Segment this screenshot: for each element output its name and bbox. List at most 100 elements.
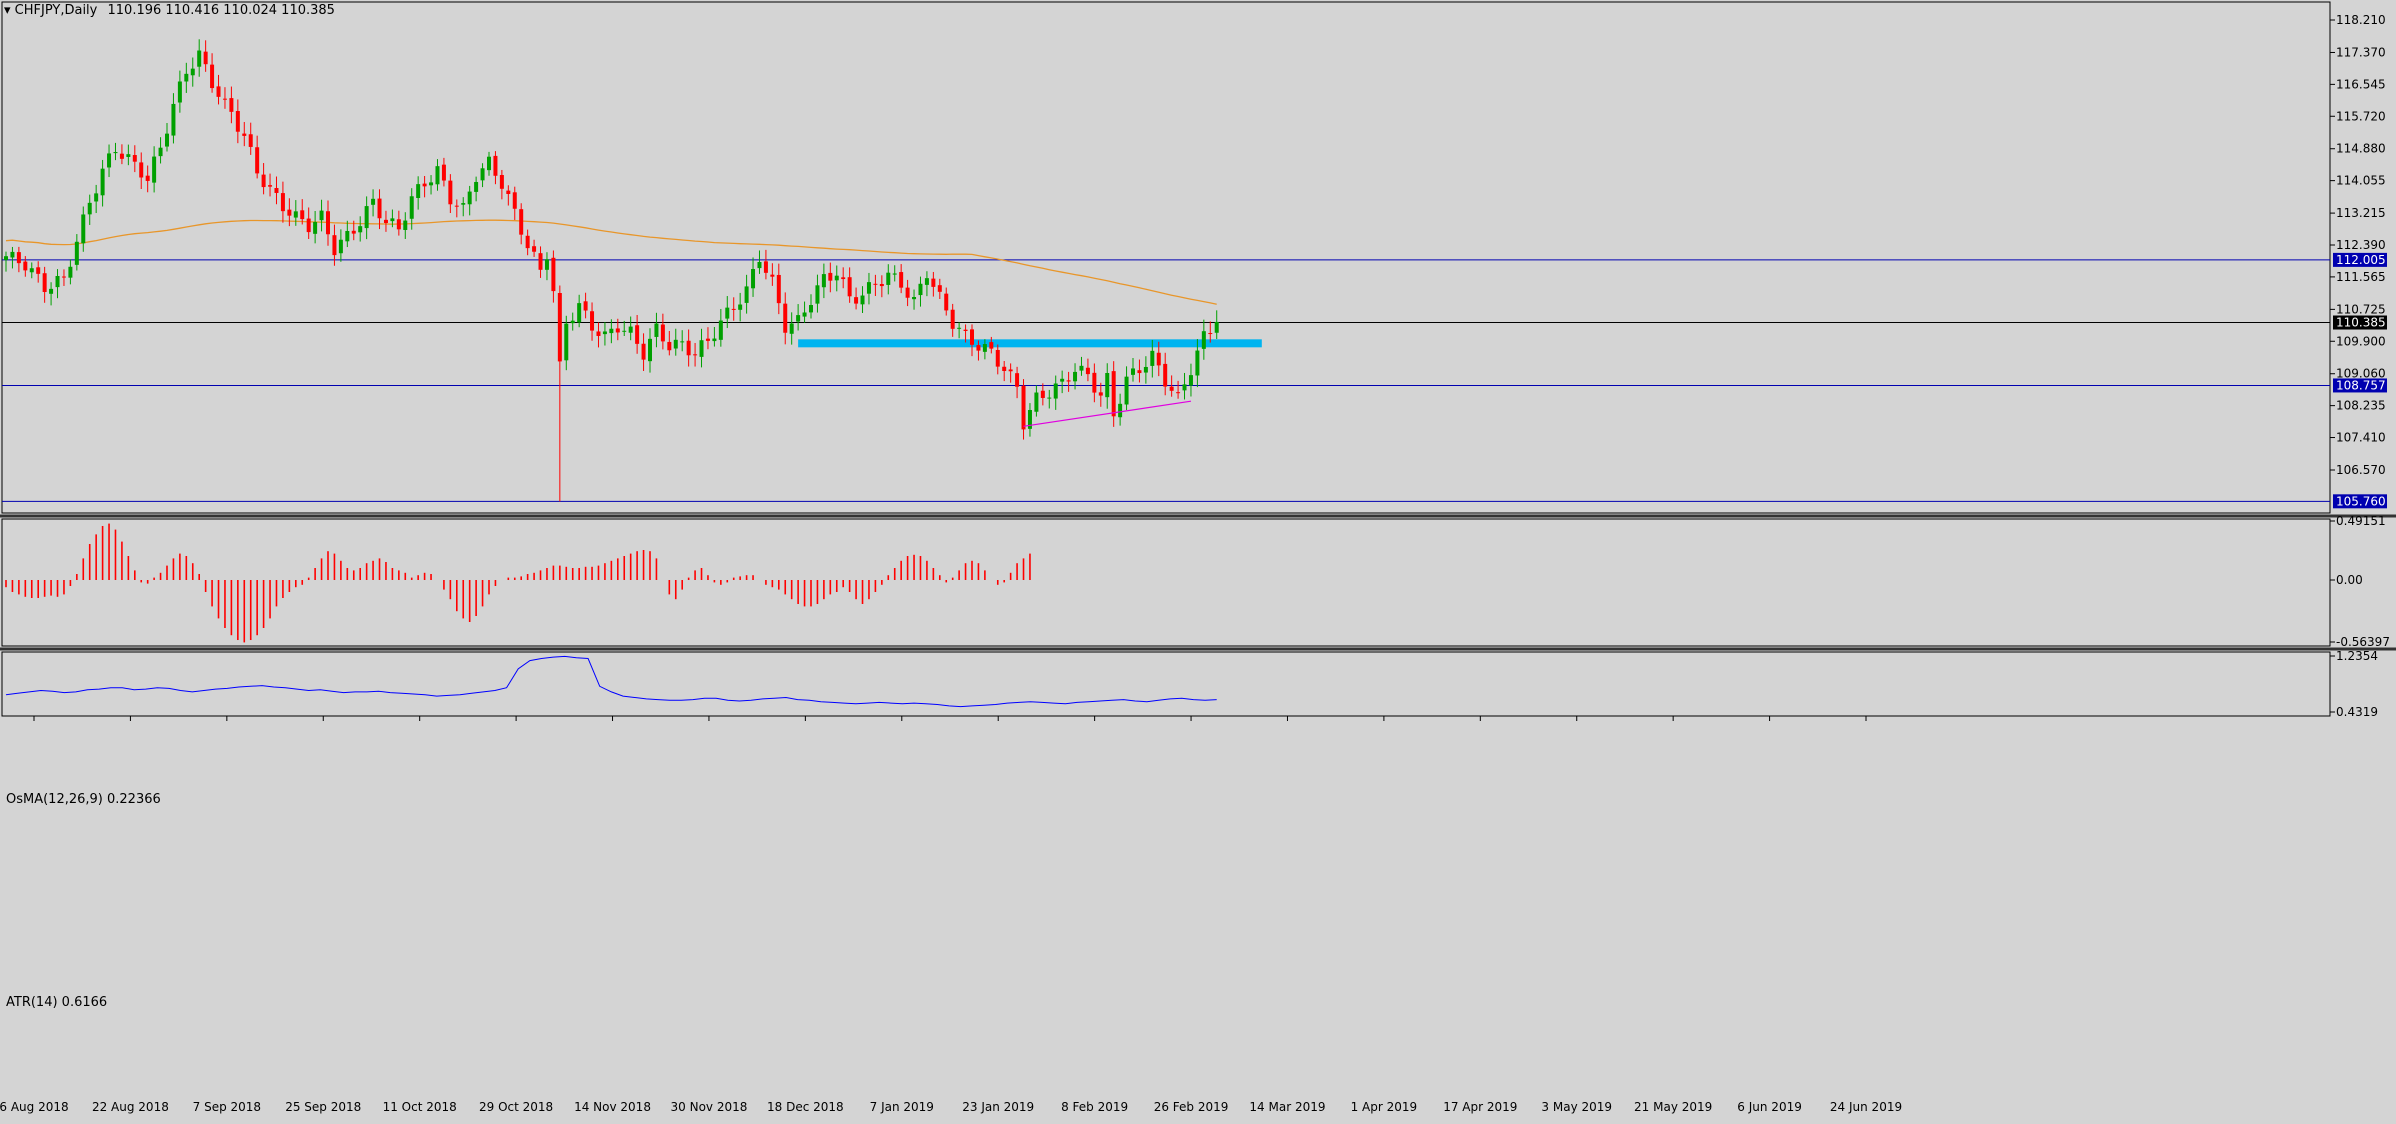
candle-body <box>358 226 363 233</box>
level-tag-bg <box>2333 252 2387 267</box>
candle-body <box>802 312 807 317</box>
candle-body <box>648 338 652 362</box>
resistance-zone <box>798 339 1262 348</box>
candle-body <box>229 98 234 112</box>
candle-body <box>519 209 524 235</box>
candle-body <box>383 219 388 224</box>
candle-body <box>796 315 801 322</box>
candle-body <box>570 320 575 324</box>
candle-body <box>313 221 318 234</box>
collapse-triangle-icon[interactable]: ▾ <box>4 3 11 18</box>
candle-body <box>641 343 646 360</box>
candle-body <box>454 205 459 207</box>
candle-body <box>29 268 34 273</box>
candle-body <box>345 231 350 242</box>
candle-body <box>763 261 768 273</box>
candle-body <box>61 276 66 278</box>
candle-body <box>100 168 105 196</box>
candle-body <box>1105 373 1110 398</box>
candle-body <box>158 147 163 157</box>
trendline-layer <box>1023 400 1192 427</box>
candle-body <box>293 211 298 218</box>
candle-body <box>1002 366 1007 371</box>
time-tick-label: 29 Oct 2018 <box>479 1100 553 1114</box>
candle-body <box>474 181 479 192</box>
candle-body <box>1021 385 1026 430</box>
candle-body <box>49 288 54 294</box>
candle-body <box>1143 366 1148 373</box>
candle-body <box>396 219 401 230</box>
candle-body <box>731 308 736 310</box>
candle-body <box>912 296 917 300</box>
atr-tick-label: 0.4319 <box>2336 705 2378 719</box>
candle-body <box>1150 350 1155 366</box>
candle-body <box>538 253 543 270</box>
candle-body <box>203 51 208 65</box>
candle-body <box>628 326 633 333</box>
candle-body <box>931 278 936 287</box>
candle-body <box>152 156 157 183</box>
osma-label: OsMA(12,26,9) 0.22366 <box>6 792 161 807</box>
candle-body <box>1214 321 1219 333</box>
price-tick-label: 114.055 <box>2336 174 2386 188</box>
candles-layer <box>4 39 1219 502</box>
candle-body <box>789 323 794 334</box>
candle-body <box>1156 352 1161 366</box>
symbol-label: CHFJPY,Daily <box>14 3 98 18</box>
candle-body <box>1047 397 1052 399</box>
atr-pane-border <box>1 651 2331 717</box>
time-axis: 6 Aug 2018 22 Aug 2018 7 Sep 2018 25 Sep 20… <box>0 716 1902 1114</box>
candle-body <box>422 183 427 187</box>
price-tick-label: 116.545 <box>2336 77 2386 91</box>
candle-body <box>377 198 382 219</box>
candle-body <box>390 218 395 222</box>
candle-body <box>506 190 511 194</box>
level-tag-label: 105.760 <box>2336 494 2386 508</box>
candle-body <box>963 329 968 331</box>
candle-body <box>132 155 137 162</box>
candle-body <box>1098 392 1103 396</box>
candle-body <box>847 277 852 297</box>
candle-body <box>487 156 491 171</box>
candle-body <box>577 303 582 323</box>
time-tick-label: 23 Jan 2019 <box>962 1100 1034 1114</box>
candle-body <box>982 344 987 352</box>
candle-body <box>429 182 434 186</box>
atr-panel: 1.2354 0.4319 <box>5 649 2378 719</box>
candle-body <box>74 241 79 265</box>
candle-body <box>467 191 472 205</box>
time-tick-label: 3 May 2019 <box>1541 1100 1612 1114</box>
candle-body <box>1118 403 1123 418</box>
atr-line <box>5 655 1217 708</box>
price-tick-label: 112.390 <box>2336 238 2386 252</box>
candle-body <box>416 184 421 198</box>
candle-body <box>609 328 614 334</box>
candle-body <box>242 133 247 136</box>
candle-body <box>879 284 884 287</box>
candle-body <box>937 285 942 292</box>
candle-body <box>944 293 949 311</box>
candle-body <box>351 230 356 234</box>
time-tick-label: 22 Aug 2018 <box>92 1100 169 1114</box>
candle-body <box>300 210 305 220</box>
time-tick-label: 7 Sep 2018 <box>193 1100 261 1114</box>
support-trendline <box>1023 400 1192 427</box>
candle-body <box>854 297 859 304</box>
time-tick-label: 7 Jan 2019 <box>870 1100 934 1114</box>
candle-body <box>499 175 504 189</box>
price-tick-label: 106.570 <box>2336 463 2386 477</box>
moving-average-layer <box>5 219 1217 305</box>
candle-body <box>36 267 41 274</box>
candle-body <box>873 283 878 285</box>
candle-body <box>815 285 820 304</box>
candle-body <box>68 266 73 278</box>
candle-body <box>171 103 176 136</box>
candle-body <box>680 341 685 343</box>
candle-body <box>480 168 485 181</box>
candle-body <box>177 81 182 103</box>
candle-body <box>55 276 60 288</box>
candle-body <box>1027 409 1032 429</box>
time-tick-label: 8 Feb 2019 <box>1061 1100 1128 1114</box>
